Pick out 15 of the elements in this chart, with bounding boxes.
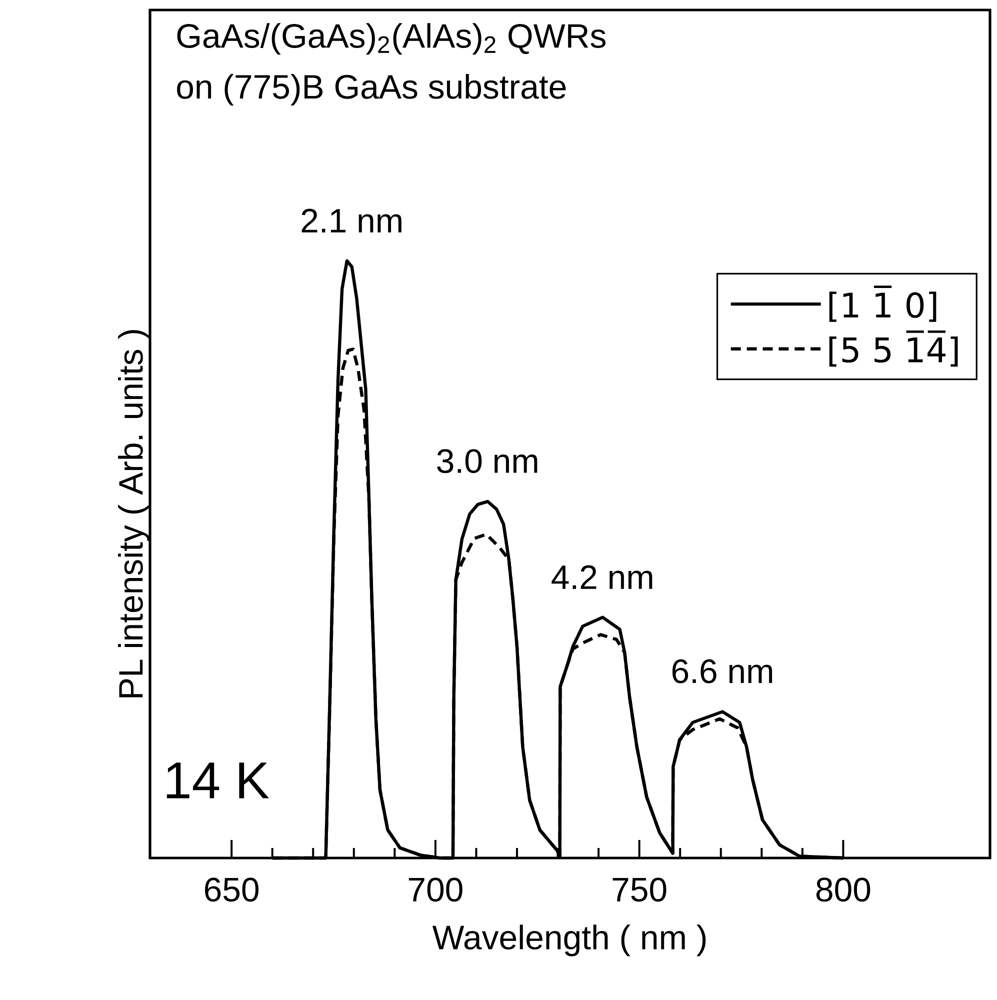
x-axis-title: Wavelength ( nm ) bbox=[432, 924, 706, 956]
annotation: 2.1 nm bbox=[302, 208, 402, 232]
y-axis-title: PL intensity ( Arb. units ) bbox=[118, 330, 150, 698]
chart-title: GaAs/(GaAs)$_{2}$(AlAs)$_{2}$ QWRs bbox=[177, 23, 606, 55]
annotation: 14 K bbox=[166, 762, 269, 798]
legend-label: [5 5 1̅4̅] bbox=[829, 330, 958, 367]
annotation: 6.6 nm bbox=[672, 659, 772, 684]
annotation: 4.2 nm bbox=[552, 565, 652, 589]
chart-subtitle: on (775)B GaAs substrate bbox=[177, 74, 566, 106]
x-tick-label: 700 bbox=[408, 878, 462, 902]
x-tick-label: 750 bbox=[612, 878, 666, 902]
x-tick-label: 800 bbox=[816, 878, 870, 902]
legend-label: [1 1̅ 0] bbox=[829, 286, 936, 322]
annotation: 3.0 nm bbox=[437, 449, 538, 474]
x-tick-label: 650 bbox=[205, 878, 258, 902]
